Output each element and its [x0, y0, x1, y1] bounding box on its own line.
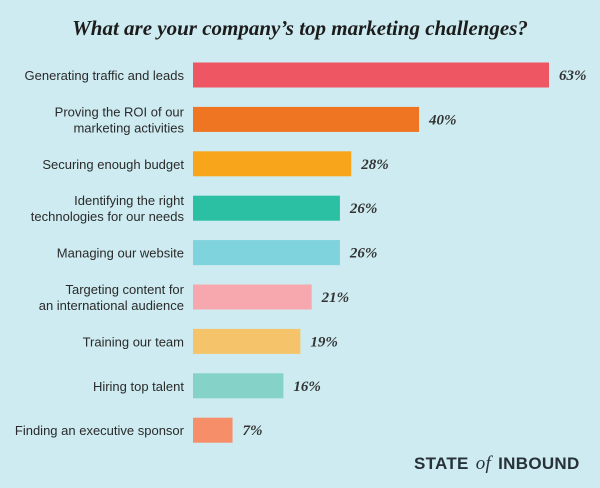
chart-title: What are your company’s top marketing ch… — [72, 16, 528, 40]
value-label: 26% — [349, 201, 378, 217]
category-label: Identifying the right technologies for ou… — [31, 193, 185, 224]
category-label: Finding an executive sponsor — [15, 423, 185, 438]
value-label: 26% — [349, 246, 378, 262]
bar — [193, 373, 284, 399]
value-label: 19% — [310, 334, 338, 350]
logo-state: STATE — [414, 454, 469, 473]
value-label: 7% — [243, 423, 263, 439]
value-label: 63% — [559, 68, 587, 84]
bar — [193, 151, 352, 177]
bar — [193, 62, 549, 88]
category-label: Managing our website — [57, 246, 184, 261]
value-label: 28% — [360, 157, 389, 173]
value-label: 16% — [293, 379, 321, 395]
category-label: Securing enough budget — [42, 157, 184, 172]
category-label: Training our team — [83, 334, 184, 349]
category-label: Generating traffic and leads — [25, 68, 185, 83]
bar — [193, 240, 340, 266]
logo-of: of — [475, 453, 492, 474]
bar — [193, 328, 301, 354]
bar — [193, 284, 312, 310]
value-label: 40% — [428, 112, 457, 128]
bar — [193, 106, 420, 132]
value-label: 21% — [321, 290, 350, 306]
category-label: Targeting content for an international au… — [39, 282, 185, 313]
category-label: Hiring top talent — [93, 379, 184, 394]
state-of-inbound-logo: STATE of INBOUND — [414, 453, 580, 475]
category-label: Proving the ROI of our marketing activiti… — [55, 104, 185, 135]
logo-inbound: INBOUND — [498, 454, 580, 473]
bar — [193, 195, 340, 221]
bar — [193, 417, 233, 443]
